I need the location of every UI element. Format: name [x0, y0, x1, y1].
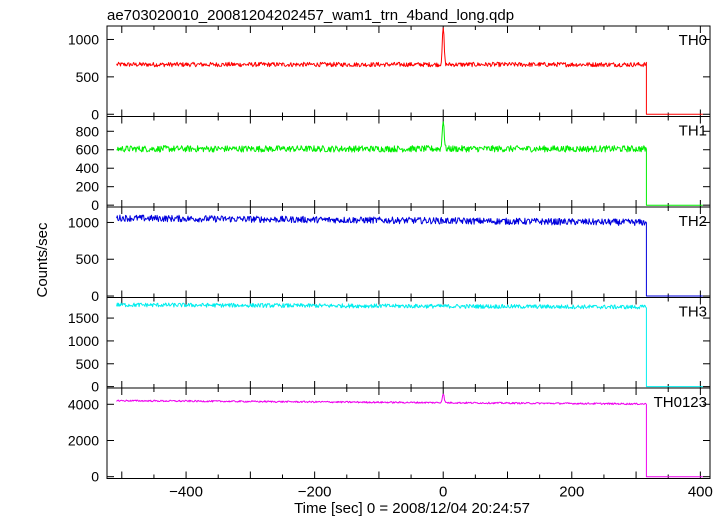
y-tick-label: 0 [91, 197, 99, 213]
x-tick-label: 200 [559, 484, 584, 501]
y-tick-label: 600 [76, 142, 100, 158]
y-tick-label: 500 [76, 356, 100, 372]
y-tick-label: 1500 [68, 310, 99, 326]
series-line-th0123 [116, 393, 703, 478]
x-tick-label: −200 [298, 484, 332, 501]
panel-frame-th3 [106, 297, 711, 389]
series-line-th1 [116, 121, 703, 206]
panel-label-th3: TH3 [679, 304, 707, 321]
panel-frame-th0123 [106, 387, 711, 479]
panel-label-th2: TH2 [679, 213, 707, 230]
x-tick-label: 400 [688, 484, 713, 501]
panel-label-th0123: TH0123 [654, 394, 707, 411]
series-line-th3 [116, 302, 703, 388]
y-tick-label: 0 [91, 469, 99, 485]
chart-title: ae703020010_20081204202457_wam1_trn_4ban… [107, 7, 514, 24]
x-tick-label: −400 [169, 484, 203, 501]
y-tick-label: 2000 [68, 432, 99, 448]
y-axis-label: Counts/sec [34, 222, 51, 298]
x-axis-label: Time [sec] 0 = 2008/12/04 20:24:57 [294, 500, 530, 516]
panel-frame-th1 [106, 116, 711, 208]
y-tick-label: 1000 [68, 31, 99, 47]
y-tick-label: 400 [76, 160, 100, 176]
y-tick-label: 1000 [68, 214, 99, 230]
y-tick-label: 0 [91, 106, 99, 122]
y-tick-label: 500 [76, 69, 100, 85]
y-tick-label: 800 [76, 123, 100, 139]
x-tick-label: 0 [439, 484, 447, 501]
y-tick-label: 4000 [68, 396, 99, 412]
y-tick-label: 1000 [68, 333, 99, 349]
y-tick-label: 500 [76, 251, 100, 267]
series-line-th2 [116, 214, 703, 297]
y-tick-label: 0 [91, 288, 99, 304]
y-tick-label: 200 [76, 179, 100, 195]
series-line-th0 [116, 27, 703, 115]
panels-group: 0 500 1000 TH0 0 200 400 600 800 TH1 0 500 1000 TH2 0 5… [68, 25, 713, 501]
panel-label-th1: TH1 [679, 123, 707, 140]
panel-label-th0: TH0 [679, 32, 707, 49]
y-tick-label: 0 [91, 379, 99, 395]
panel-frame-th0 [106, 25, 711, 117]
